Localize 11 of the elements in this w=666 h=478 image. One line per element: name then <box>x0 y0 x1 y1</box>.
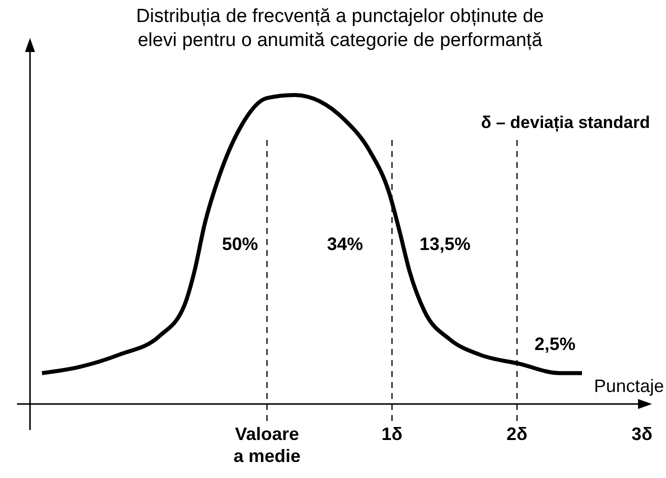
x-tick-label: Valoare a medie <box>233 424 301 466</box>
annotation: 2,5% <box>534 334 576 354</box>
annotation: 13,5% <box>419 234 471 254</box>
annotation: 50% <box>222 234 258 254</box>
x-tick-label: 2δ <box>506 424 528 444</box>
x-axis-title: Punctaje <box>594 376 664 396</box>
chart-title: Distribuția de frecvență a punctajelor obținute de elevi pentru o anumită categorie de performanță <box>136 6 544 51</box>
annotation: δ – deviația standard <box>480 113 650 132</box>
x-tick-label: 3δ <box>632 424 653 444</box>
x-tick-label: 1δ <box>382 424 403 444</box>
annotation: 34% <box>326 234 364 254</box>
